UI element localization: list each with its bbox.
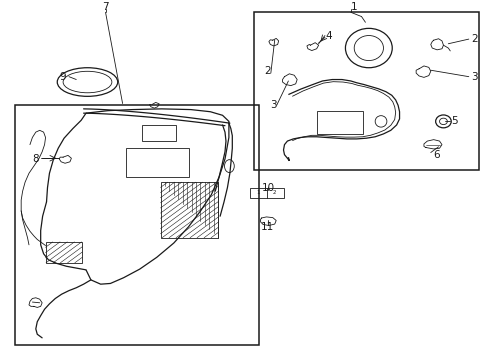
Text: 7: 7 — [102, 2, 109, 12]
Bar — [15, 105, 259, 345]
Text: 6: 6 — [432, 150, 439, 160]
Bar — [160, 182, 218, 238]
Bar — [45, 242, 82, 263]
Bar — [316, 111, 362, 134]
Text: 4: 4 — [325, 31, 331, 41]
Text: 1: 1 — [256, 190, 259, 195]
Text: 2: 2 — [272, 190, 276, 195]
Text: 5: 5 — [450, 116, 457, 126]
Bar — [254, 12, 478, 170]
Text: 9: 9 — [60, 72, 66, 82]
Text: 1: 1 — [350, 2, 357, 12]
Text: 10: 10 — [261, 183, 274, 193]
Text: 8: 8 — [32, 154, 39, 164]
Bar — [142, 125, 176, 141]
Text: 2: 2 — [470, 34, 477, 44]
Text: 11: 11 — [261, 222, 274, 232]
Text: 2: 2 — [264, 66, 271, 76]
Text: 3: 3 — [470, 72, 477, 82]
Bar — [126, 148, 188, 177]
Text: 3: 3 — [270, 100, 277, 110]
Bar — [250, 188, 283, 198]
